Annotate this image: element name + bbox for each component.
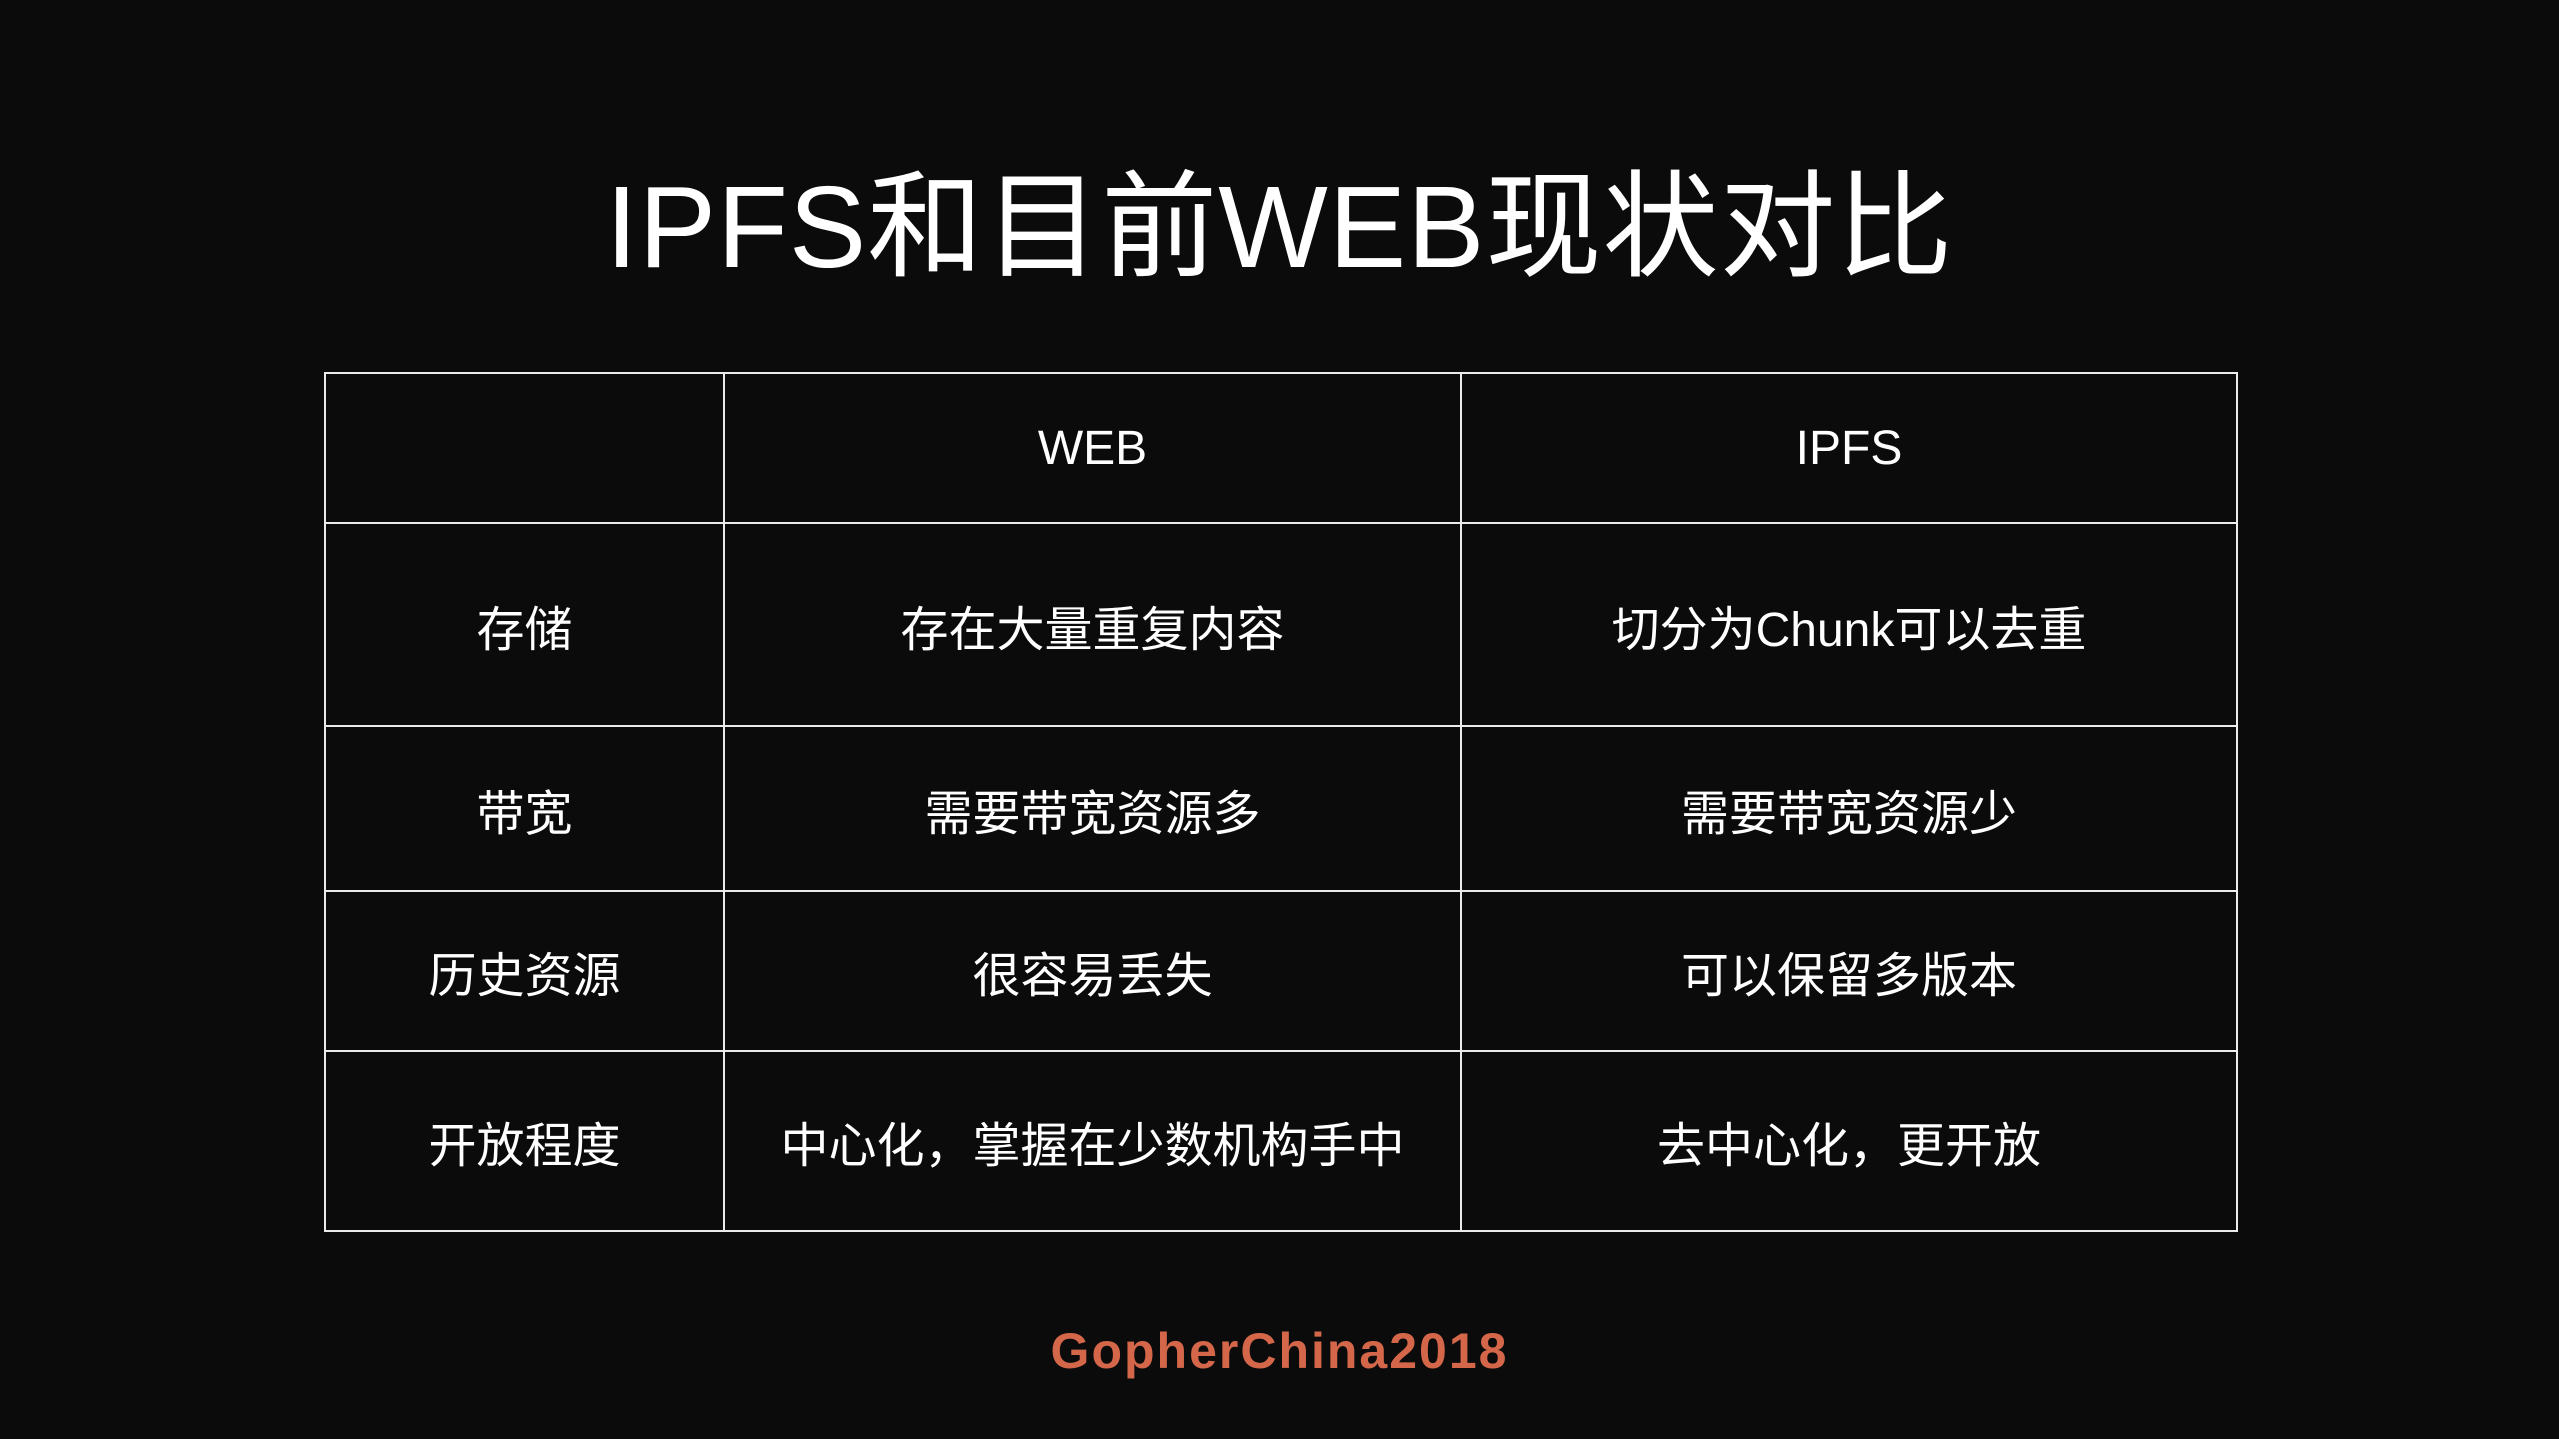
ipfs-cell: 可以保留多版本 <box>1460 890 2238 1052</box>
row-label: 存储 <box>324 522 725 727</box>
web-cell: 存在大量重复内容 <box>723 522 1462 727</box>
footer-brand: GopherChina2018 <box>1050 1323 1509 1379</box>
row-label: 开放程度 <box>324 1050 725 1232</box>
slide-title: IPFS和目前WEB现状对比 <box>605 162 1954 292</box>
ipfs-cell: 需要带宽资源少 <box>1460 725 2238 892</box>
web-cell: 中心化，掌握在少数机构手中 <box>723 1050 1462 1232</box>
row-label: 历史资源 <box>324 890 725 1052</box>
table-row-storage: 存储 存在大量重复内容 切分为Chunk可以去重 <box>324 522 2238 727</box>
web-cell: 需要带宽资源多 <box>723 725 1462 892</box>
table-row-history: 历史资源 很容易丢失 可以保留多版本 <box>324 890 2238 1052</box>
table-row-bandwidth: 带宽 需要带宽资源多 需要带宽资源少 <box>324 725 2238 892</box>
table-row-openness: 开放程度 中心化，掌握在少数机构手中 去中心化，更开放 <box>324 1050 2238 1232</box>
ipfs-cell: 去中心化，更开放 <box>1460 1050 2238 1232</box>
column-header-web: WEB <box>723 372 1462 524</box>
comparison-table: WEB IPFS 存储 存在大量重复内容 切分为Chunk可以去重 带宽 需要带… <box>324 372 2238 1232</box>
row-label: 带宽 <box>324 725 725 892</box>
column-header-blank <box>324 372 725 524</box>
column-header-ipfs: IPFS <box>1460 372 2238 524</box>
table-header-row: WEB IPFS <box>324 372 2238 524</box>
web-cell: 很容易丢失 <box>723 890 1462 1052</box>
ipfs-cell: 切分为Chunk可以去重 <box>1460 522 2238 727</box>
